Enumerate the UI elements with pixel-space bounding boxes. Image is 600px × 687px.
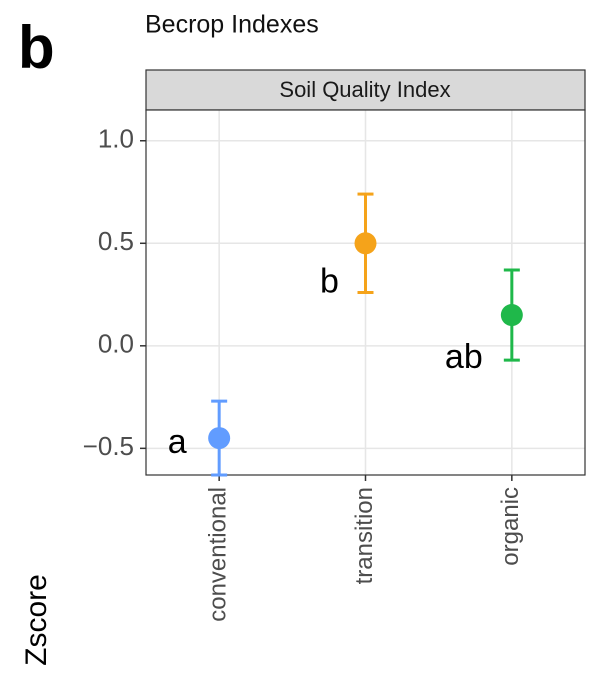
point xyxy=(500,304,523,327)
point-label: b xyxy=(320,262,339,300)
y-tick-label: 1.0 xyxy=(98,124,134,154)
x-tick-label: organic xyxy=(497,487,524,566)
y-tick-label: 0.0 xyxy=(98,329,134,359)
point-label: a xyxy=(168,423,187,461)
facet-label: Soil Quality Index xyxy=(279,77,450,102)
x-tick-label: conventional xyxy=(205,487,232,622)
point xyxy=(354,232,377,255)
x-tick-label: transition xyxy=(351,487,378,584)
y-axis-label: Zscore xyxy=(20,574,53,666)
y-tick-label: 0.5 xyxy=(98,226,134,256)
facet-strip xyxy=(145,69,586,111)
chart-title: Becrop Indexes xyxy=(145,11,319,39)
panel-label: b xyxy=(18,14,55,81)
y-tick-label: −0.5 xyxy=(83,431,134,461)
point-label: ab xyxy=(445,338,483,376)
point xyxy=(208,427,231,450)
